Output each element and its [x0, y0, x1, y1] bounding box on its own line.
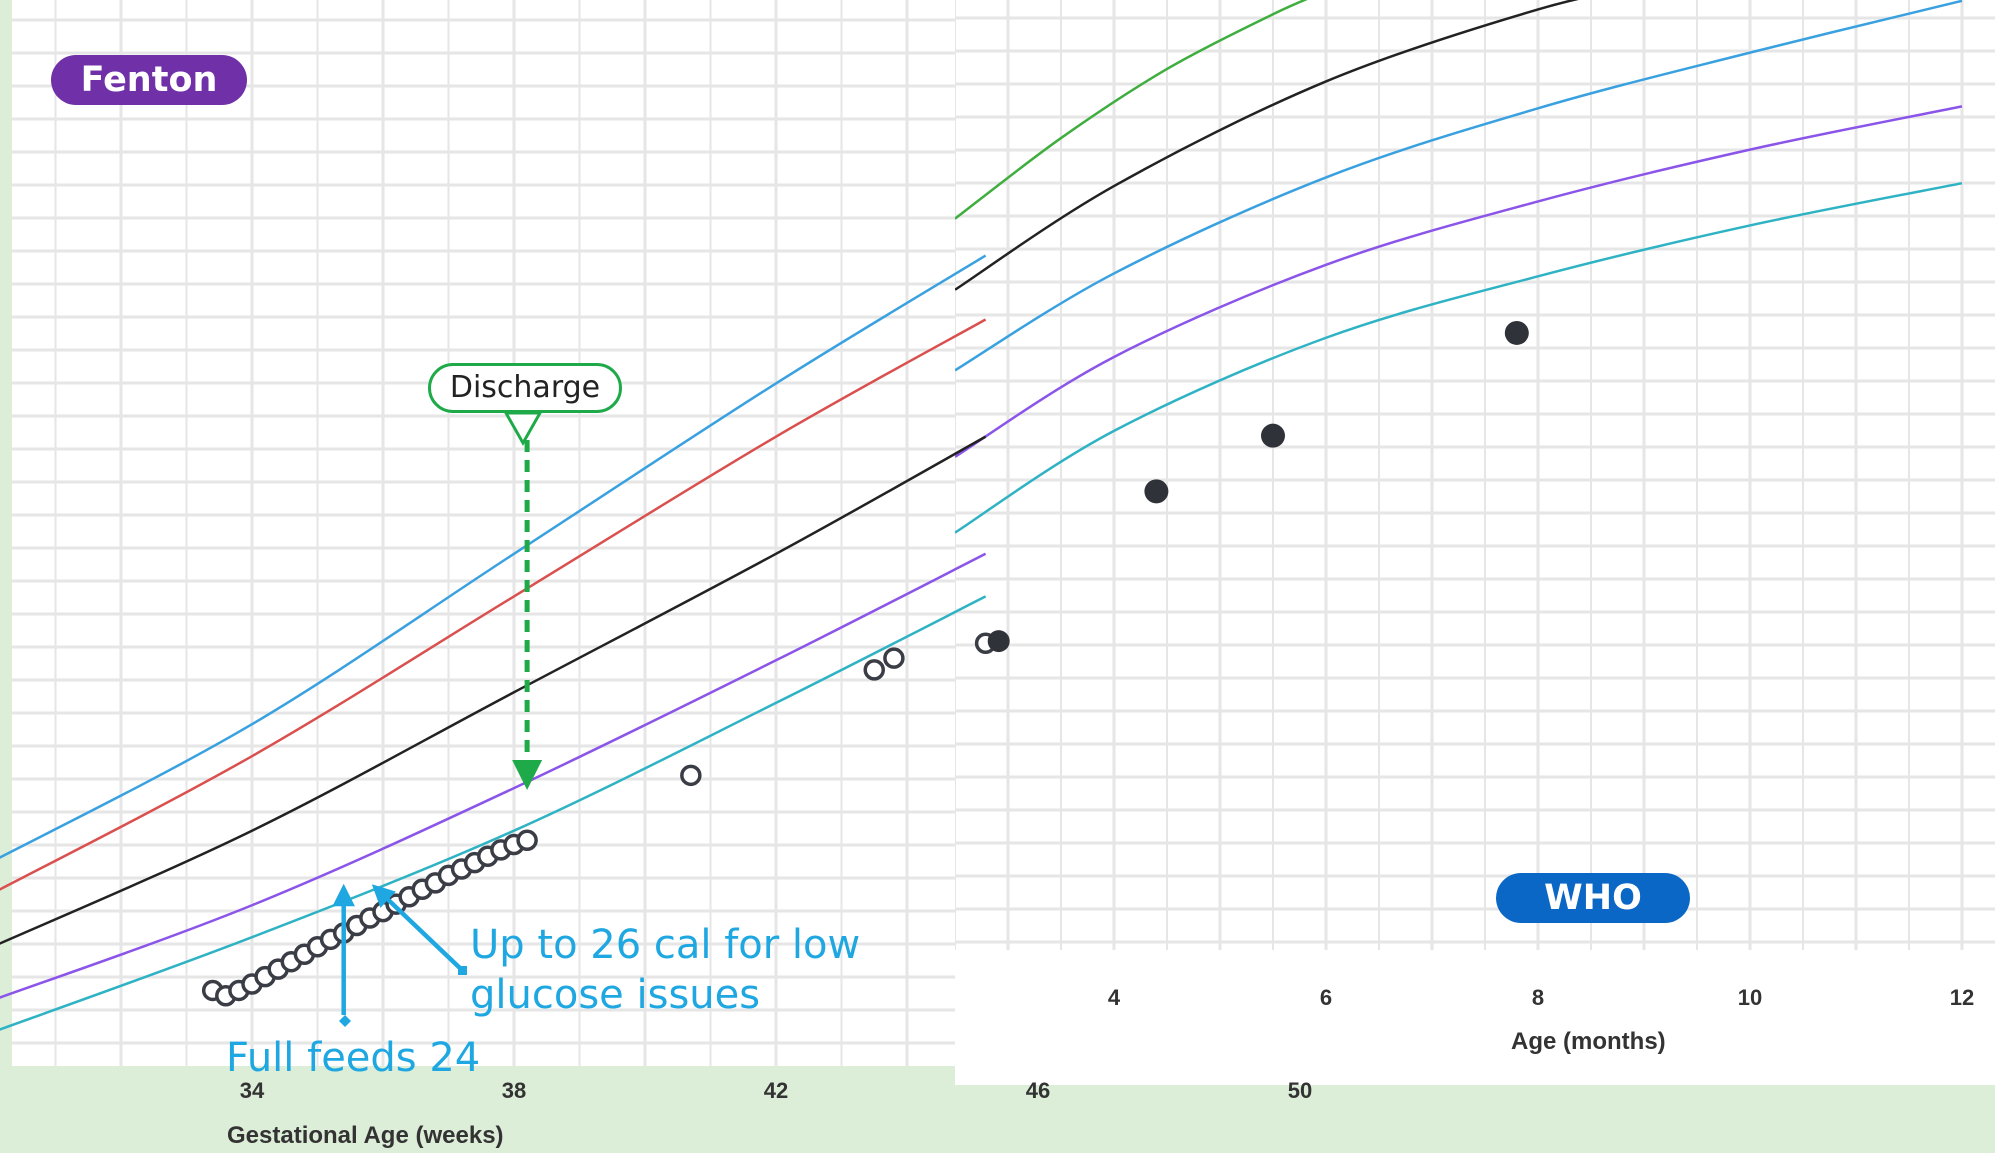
who-plot-area	[955, 0, 1995, 1085]
fenton-data-point	[516, 829, 538, 852]
who-data-point	[1504, 320, 1529, 345]
corner-fill	[1507, 1085, 1995, 1153]
who-data-point	[1144, 479, 1169, 504]
fenton-x-tick-38: 38	[502, 1078, 526, 1103]
fenton-grid	[12, 0, 955, 1066]
discharge-callout-pointer	[503, 411, 543, 447]
who-x-axis-title: Age (months)	[1511, 1028, 1666, 1055]
who-x-tick-4: 4	[1108, 985, 1121, 1010]
fenton-badge: Fenton	[51, 55, 247, 105]
fenton-data-point	[883, 647, 905, 669]
fenton-chart: 34 38 42 46 50	[0, 0, 1312, 1103]
fenton-reference-curve-1	[0, 254, 987, 859]
who-x-tick-8: 8	[1532, 985, 1544, 1010]
fenton-reference-curve-2	[0, 318, 987, 891]
who-badge: WHO	[1496, 873, 1690, 923]
fenton-x-tick-34: 34	[240, 1078, 265, 1103]
fenton-x-tick-46: 46	[1026, 1078, 1050, 1103]
who-reference-curve-3	[954, 0, 1963, 372]
fenton-plot-area	[12, 0, 955, 1066]
cal-26-annotation: Up to 26 cal for low glucose issues	[470, 922, 861, 1018]
fenton-x-tick-42: 42	[764, 1078, 788, 1103]
who-grid	[954, 0, 1995, 950]
who-x-tick-6: 6	[1320, 985, 1332, 1010]
fenton-x-tick-50: 50	[1288, 1078, 1312, 1103]
who-x-tick-12: 12	[1950, 985, 1974, 1010]
who-data-point	[1261, 423, 1285, 448]
fenton-data-point-filled	[987, 630, 1010, 653]
cal-26-arrow-tail	[458, 966, 467, 975]
full-feeds-annotation: Full feeds 24	[226, 1035, 481, 1081]
who-reference-curve-2	[954, 0, 1579, 291]
full-feeds-arrow-tail	[339, 1015, 351, 1027]
fenton-reference-curve-3	[0, 435, 987, 945]
cal-26-arrow	[371, 884, 464, 972]
who-chart: 4 6 8 10 12	[954, 0, 1995, 1153]
fenton-x-axis-title: Gestational Age (weeks)	[227, 1122, 504, 1149]
who-reference-curve-5	[954, 181, 1963, 534]
fenton-data-point	[863, 659, 885, 681]
who-reference-curve-4	[954, 105, 1963, 458]
discharge-annotation: Discharge	[428, 363, 622, 413]
fenton-reference-curve-5	[0, 595, 987, 1031]
fenton-data-point	[680, 764, 702, 787]
who-reference-curve-1	[954, 0, 1308, 220]
who-x-tick-10: 10	[1738, 985, 1762, 1010]
